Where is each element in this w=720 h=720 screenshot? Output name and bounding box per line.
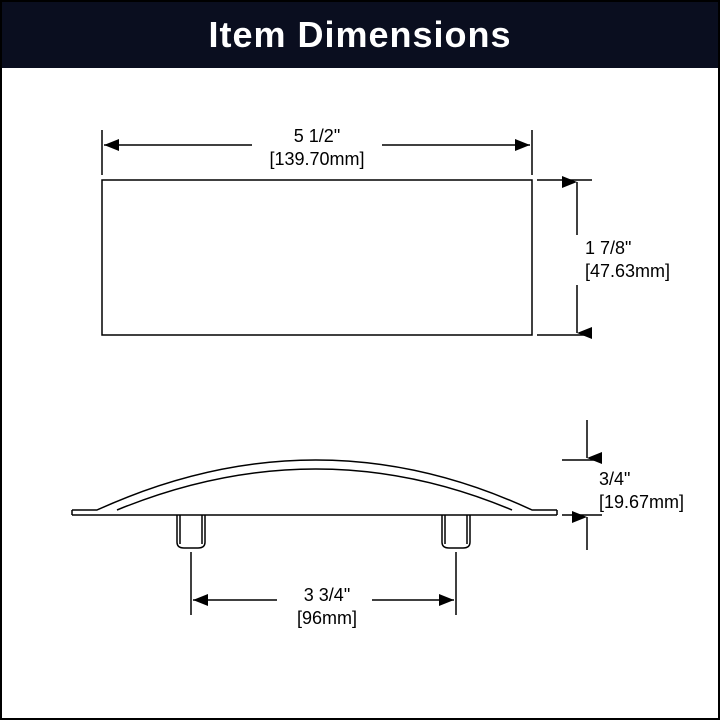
dim-depth-label: 3/4" [19.67mm] <box>599 468 709 513</box>
dim-width-metric: [139.70mm] <box>269 149 364 169</box>
header-bar: Item Dimensions <box>2 2 718 68</box>
dim-width-label: 5 1/2" [139.70mm] <box>252 125 382 170</box>
top-view-rect <box>102 180 532 335</box>
dim-height-label: 1 7/8" [47.63mm] <box>585 237 695 282</box>
dim-depth-metric: [19.67mm] <box>599 492 684 512</box>
dim-center-imperial: 3 3/4" <box>304 585 350 605</box>
dim-center-metric: [96mm] <box>297 608 357 628</box>
side-view <box>72 460 557 548</box>
dim-depth-imperial: 3/4" <box>599 469 630 489</box>
dim-center-label: 3 3/4" [96mm] <box>277 584 377 629</box>
header-title: Item Dimensions <box>208 14 511 55</box>
dim-height-metric: [47.63mm] <box>585 261 670 281</box>
dim-width-imperial: 5 1/2" <box>294 126 340 146</box>
dim-height-imperial: 1 7/8" <box>585 238 631 258</box>
diagram-container: Item Dimensions <box>0 0 720 720</box>
